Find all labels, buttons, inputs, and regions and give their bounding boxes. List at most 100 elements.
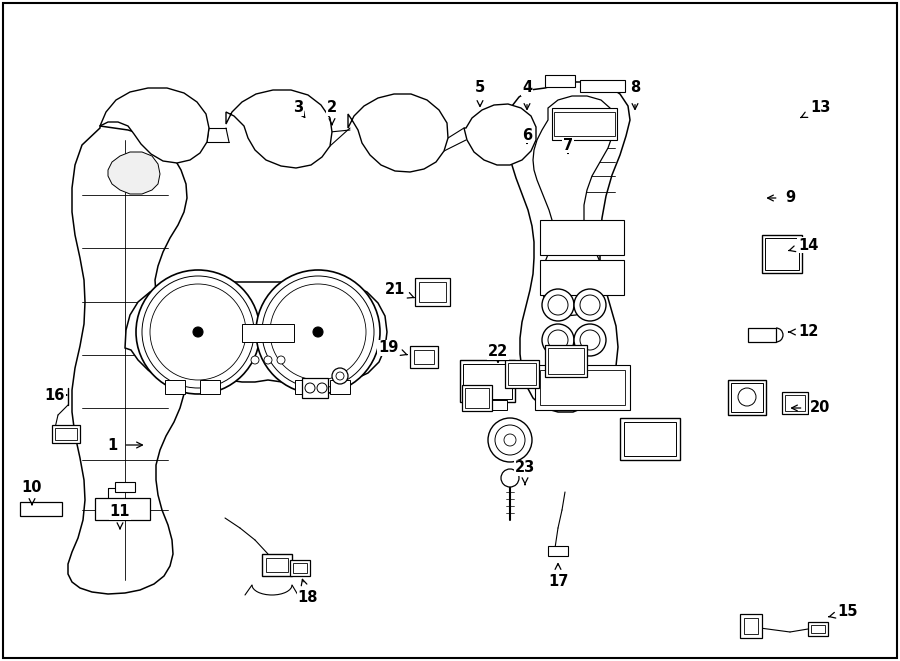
Circle shape [336, 372, 344, 380]
Text: 9: 9 [768, 190, 795, 206]
Bar [740, 614, 762, 638]
Circle shape [548, 295, 568, 315]
Circle shape [277, 356, 285, 364]
Text: 16: 16 [45, 387, 67, 403]
Circle shape [150, 284, 246, 380]
Circle shape [193, 327, 203, 337]
Bar [505, 360, 539, 388]
Bar [295, 380, 315, 394]
Bar [460, 360, 515, 402]
Bar [540, 370, 625, 405]
Text: 6: 6 [522, 128, 532, 143]
Bar [808, 622, 828, 636]
Polygon shape [100, 88, 209, 163]
Circle shape [542, 289, 574, 321]
Circle shape [317, 383, 327, 393]
Text: 7: 7 [562, 137, 573, 153]
Bar [462, 385, 492, 411]
Circle shape [256, 270, 380, 394]
Polygon shape [226, 90, 332, 168]
Circle shape [580, 295, 600, 315]
Text: 17: 17 [548, 564, 568, 590]
Bar [548, 348, 584, 374]
Bar [302, 378, 328, 398]
Bar [266, 558, 288, 572]
Polygon shape [68, 126, 187, 594]
Bar [262, 554, 292, 576]
Bar [624, 422, 676, 456]
Bar [620, 418, 680, 460]
Bar [465, 388, 489, 408]
Bar [470, 400, 485, 410]
Bar [811, 625, 825, 633]
Circle shape [574, 324, 606, 356]
Text: 23: 23 [515, 461, 536, 485]
Polygon shape [108, 152, 160, 194]
Bar [552, 108, 617, 140]
Bar [782, 392, 808, 414]
Bar [765, 238, 799, 270]
Circle shape [580, 330, 600, 350]
Text: 8: 8 [630, 81, 640, 110]
Bar [744, 618, 758, 634]
Text: 2: 2 [327, 100, 338, 125]
Circle shape [501, 469, 519, 487]
Text: 4: 4 [522, 81, 532, 110]
Bar [731, 383, 763, 412]
Polygon shape [464, 104, 536, 165]
Text: 3: 3 [292, 100, 305, 118]
Circle shape [548, 330, 568, 350]
Bar [419, 282, 446, 302]
Polygon shape [507, 82, 630, 412]
Circle shape [504, 434, 516, 446]
Circle shape [542, 324, 574, 356]
Text: 22: 22 [488, 344, 508, 362]
Text: 19: 19 [378, 340, 407, 356]
Bar [545, 75, 575, 87]
Bar [410, 346, 438, 368]
Polygon shape [348, 94, 448, 172]
Text: 14: 14 [789, 237, 818, 253]
Bar [52, 425, 80, 443]
Text: 15: 15 [829, 605, 859, 619]
Bar [95, 498, 150, 520]
Circle shape [332, 368, 348, 384]
Circle shape [270, 284, 366, 380]
Bar [580, 80, 625, 92]
Circle shape [305, 383, 315, 393]
Circle shape [495, 425, 525, 455]
Text: 20: 20 [792, 401, 830, 416]
Bar [200, 380, 220, 394]
Bar [242, 324, 294, 342]
Text: 18: 18 [298, 579, 319, 605]
Circle shape [264, 356, 272, 364]
Bar [290, 560, 310, 576]
Bar [293, 563, 307, 573]
Bar [414, 350, 434, 364]
Bar [762, 235, 802, 273]
Text: 1: 1 [107, 438, 142, 453]
Bar [20, 502, 62, 516]
Circle shape [142, 276, 254, 388]
Circle shape [738, 388, 756, 406]
Bar [165, 380, 185, 394]
Bar [548, 546, 568, 556]
Bar [748, 328, 776, 342]
Bar [785, 395, 805, 411]
Bar [415, 278, 450, 306]
Polygon shape [125, 282, 387, 382]
Bar [545, 345, 587, 377]
Text: 5: 5 [475, 81, 485, 106]
Circle shape [488, 418, 532, 462]
Bar [115, 482, 135, 492]
Circle shape [136, 270, 260, 394]
Circle shape [251, 356, 259, 364]
Bar [554, 112, 615, 136]
Bar [535, 365, 630, 410]
Circle shape [574, 289, 606, 321]
Bar [492, 400, 507, 410]
Bar [508, 363, 536, 385]
Bar [540, 260, 624, 295]
Text: 11: 11 [110, 504, 130, 529]
Bar [728, 380, 766, 415]
